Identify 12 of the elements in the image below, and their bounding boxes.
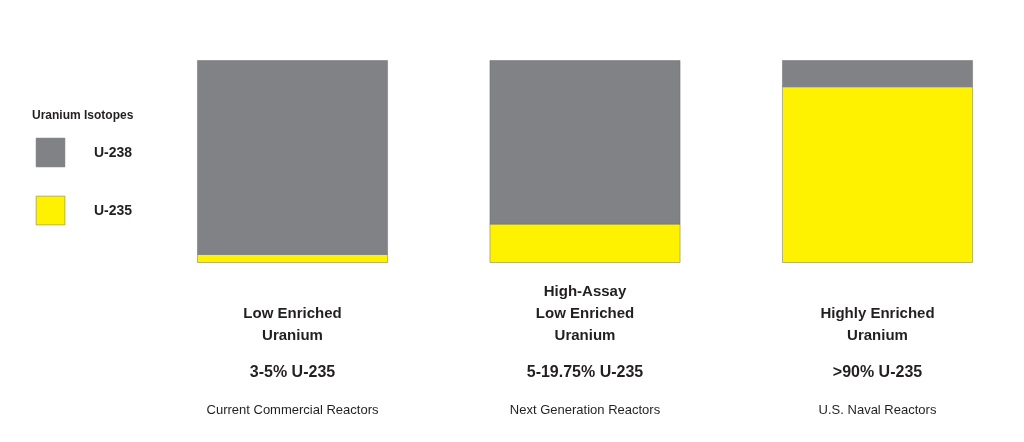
legend-label: U-238 [94,144,133,160]
legend-title: Uranium Isotopes [32,108,134,122]
x-tick-label: High-Assay Low Enriched Uranium [535,282,635,344]
x-tick-label: Low Enriched Uranium [243,304,342,344]
x-tick-label: Highly Enriched Uranium [820,304,935,344]
text: Next Generation Reactors [509,402,661,417]
legend-label: U-235 [94,202,133,218]
text: 3-5% U-235 [249,363,336,380]
text: Current Commercial Reactors [206,402,379,417]
text: >90% U-235 [832,363,923,380]
text: U.S. Naval Reactors [818,402,937,417]
text: 5-19.75% U-235 [526,363,644,380]
